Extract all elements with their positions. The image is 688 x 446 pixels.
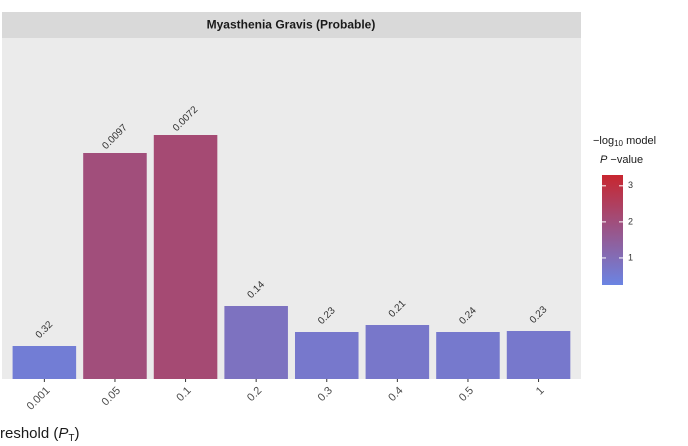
legend-title: P −value bbox=[600, 154, 643, 166]
legend-title-part: P bbox=[600, 154, 608, 166]
x-tick-label: 0.001 bbox=[25, 385, 53, 413]
x-title-part: T bbox=[68, 433, 74, 444]
x-title-part: ) bbox=[74, 425, 79, 442]
x-tick-label: 0.05 bbox=[100, 385, 124, 409]
x-title-part: reshold ( bbox=[0, 425, 58, 442]
x-tick-label: 0.2 bbox=[245, 385, 264, 404]
bar bbox=[224, 306, 288, 379]
x-tick-label: 1 bbox=[534, 385, 547, 398]
colorbar-tick-label: 1 bbox=[628, 252, 633, 262]
x-axis-title: reshold (PT) bbox=[0, 425, 79, 444]
x-title-part: P bbox=[58, 425, 68, 442]
x-tick-label: 0.4 bbox=[386, 385, 405, 404]
colorbar-tick-label: 2 bbox=[628, 216, 633, 226]
bar bbox=[153, 135, 218, 379]
chart-title: Myasthenia Gravis (Probable) bbox=[207, 18, 376, 32]
legend-title-part: −log bbox=[593, 135, 614, 147]
x-tick-label: 0.5 bbox=[457, 385, 476, 404]
colorbar bbox=[602, 175, 623, 285]
legend-title-part: −value bbox=[607, 154, 643, 166]
colorbar-tick-label: 3 bbox=[628, 180, 633, 190]
bar bbox=[12, 346, 77, 379]
legend-title-part: model bbox=[623, 135, 656, 147]
x-tick-label: 0.1 bbox=[174, 385, 193, 404]
strip bbox=[2, 12, 581, 38]
bar bbox=[365, 325, 430, 379]
bar bbox=[436, 332, 500, 379]
bar bbox=[506, 331, 571, 379]
bar bbox=[294, 332, 359, 379]
x-tick-label: 0.3 bbox=[316, 385, 335, 404]
bar bbox=[83, 153, 147, 379]
legend-title-part: 10 bbox=[614, 139, 623, 148]
legend-title: −log10 model bbox=[593, 135, 656, 148]
